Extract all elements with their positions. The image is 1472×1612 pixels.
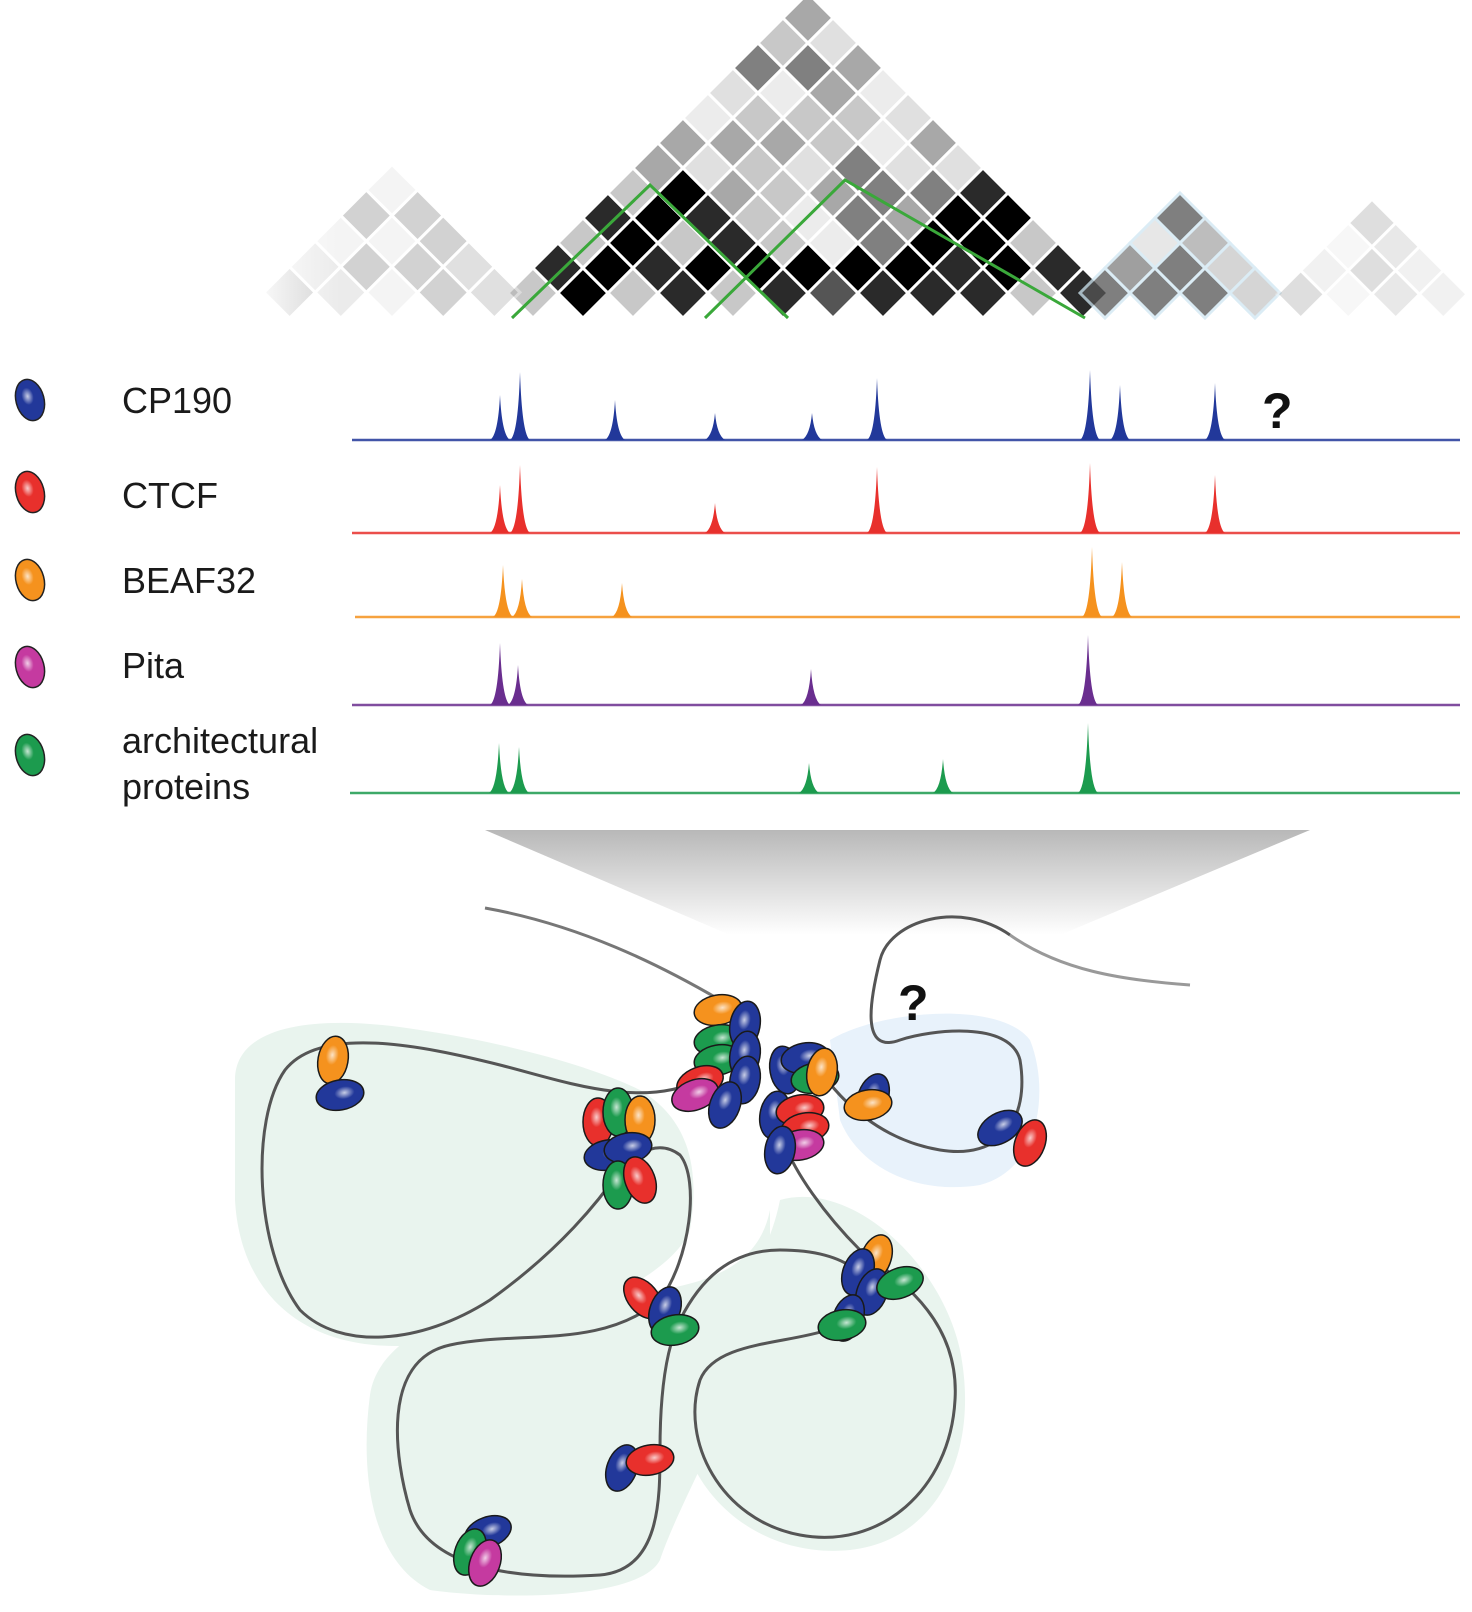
hic-contact-map — [250, 0, 1470, 321]
protein-pita — [671, 1077, 719, 1113]
peak-ctcf — [1080, 463, 1100, 533]
loop-question-mark: ? — [898, 975, 929, 1031]
peak-ctcf — [490, 485, 510, 533]
chromatin-fiber-top-left — [484, 906, 721, 1002]
legend-label-ctcf: CTCF — [122, 475, 218, 516]
protein-cp190 — [315, 1078, 365, 1112]
peak-ctcf — [705, 503, 725, 533]
hic-tad-right — [1077, 190, 1283, 321]
chromatin-loops: ? — [235, 906, 1191, 1596]
protein-architectural — [876, 1265, 924, 1301]
protein-ctcf — [1012, 1119, 1048, 1167]
peak-architectural — [933, 759, 953, 793]
peak-cp190 — [705, 413, 725, 440]
peak-beaf32 — [1082, 547, 1102, 617]
peak-architectural — [509, 747, 529, 793]
peak-pita — [1078, 635, 1098, 705]
legend-marker-cp190 — [14, 378, 46, 422]
peak-ctcf — [510, 465, 530, 533]
protein-beaf32 — [693, 993, 743, 1027]
track-beaf32 — [355, 547, 1460, 619]
protein-ctcf — [622, 1156, 658, 1204]
peak-cp190 — [490, 395, 510, 440]
protein-ctcf — [625, 1443, 675, 1477]
peak-beaf32 — [512, 579, 532, 617]
legend-label-pita: Pita — [122, 645, 185, 686]
peak-beaf32 — [493, 565, 513, 617]
peak-pita — [490, 643, 510, 705]
legend-label-cp190: CP190 — [122, 380, 233, 421]
chromatin-loop-unknown — [818, 915, 1024, 1153]
peak-architectural — [1078, 723, 1098, 793]
track-architectural — [350, 723, 1460, 795]
peak-architectural — [489, 743, 509, 793]
chromatin-loop-left — [260, 1041, 701, 1339]
chromatin-fiber-top-right — [1009, 933, 1191, 987]
peak-beaf32 — [1112, 562, 1132, 617]
protein-cp190 — [977, 1109, 1023, 1147]
legend-markers — [14, 378, 46, 777]
protein-pita — [467, 1539, 503, 1587]
peak-pita — [508, 665, 528, 705]
legend-marker-ctcf — [14, 470, 46, 514]
tad-shade-right — [679, 1196, 966, 1551]
peak-cp190 — [1110, 385, 1130, 440]
peak-architectural — [799, 763, 819, 793]
peak-cp190 — [1205, 383, 1225, 440]
legend-label-beaf32: BEAF32 — [122, 560, 257, 601]
protein-cp190 — [763, 1125, 797, 1175]
hic-tad-far-right — [1274, 197, 1470, 321]
peak-cp190 — [510, 372, 530, 440]
peak-cp190 — [802, 413, 822, 440]
protein-cp190 — [603, 1131, 653, 1165]
protein-architectural — [650, 1313, 700, 1347]
protein-beaf32 — [805, 1047, 839, 1097]
peak-pita — [801, 669, 821, 705]
legend-marker-beaf32 — [14, 558, 46, 602]
peak-ctcf — [867, 467, 887, 533]
track-ctcf — [352, 463, 1460, 535]
legend-label-architectural: architectural proteins — [122, 720, 319, 807]
protein-architectural — [817, 1308, 867, 1342]
peak-cp190 — [605, 400, 625, 440]
chip-tracks — [350, 370, 1460, 795]
peak-ctcf — [1205, 475, 1225, 533]
hic-tad-main — [505, 0, 1111, 321]
legend-marker-pita — [14, 645, 46, 689]
track-cp190 — [352, 370, 1460, 442]
protein-cp190 — [707, 1081, 743, 1129]
track-pita — [352, 635, 1460, 707]
zoom-funnel — [485, 830, 1310, 935]
peak-cp190 — [867, 378, 887, 440]
bound-proteins — [315, 993, 1048, 1587]
legend-marker-architectural — [14, 733, 46, 777]
track-question-mark: ? — [1262, 383, 1293, 439]
hic-subtad-outline — [510, 178, 1086, 320]
peak-beaf32 — [612, 583, 632, 617]
protein-beaf32 — [843, 1088, 893, 1122]
peak-cp190 — [1080, 370, 1100, 440]
